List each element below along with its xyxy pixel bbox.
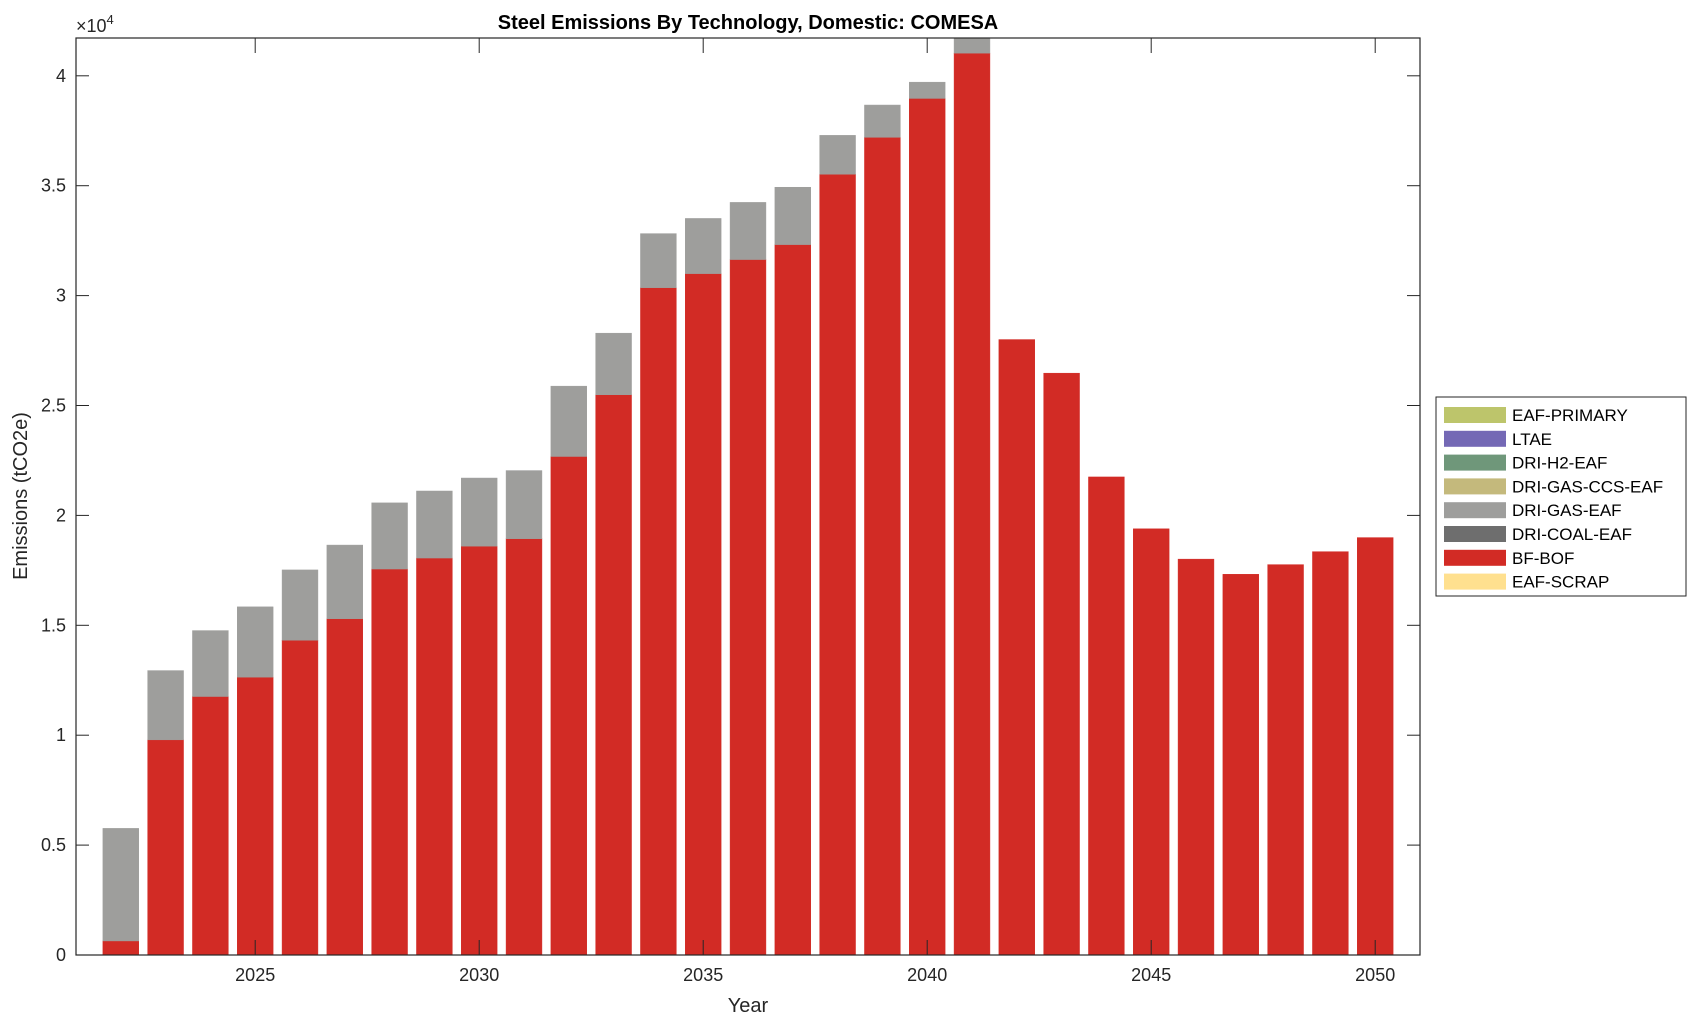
bar-dri-gas-eaf-2041	[953, 38, 991, 54]
bar-dri-gas-eaf-2034	[640, 233, 677, 288]
y-tick-label: 2.5	[41, 396, 66, 416]
bar-bf-bof-2023	[147, 739, 184, 955]
bar-bf-bof-2041	[953, 52, 991, 955]
chart-title: Steel Emissions By Technology, Domestic:…	[498, 12, 998, 34]
legend-swatch-ltae	[1444, 430, 1506, 447]
bar-bf-bof-2046	[1177, 558, 1215, 955]
bar-dri-gas-eaf-2038	[819, 135, 856, 175]
bar-bf-bof-2022	[102, 940, 139, 955]
x-tick-label: 2030	[459, 965, 499, 985]
bar-bf-bof-2045	[1133, 528, 1170, 955]
bar-bf-bof-2027	[326, 618, 363, 955]
bar-bf-bof-2042	[998, 339, 1035, 955]
legend-label-dri-gas-ccs-eaf: DRI-GAS-CCS-EAF	[1512, 477, 1663, 496]
bar-bf-bof-2033	[595, 394, 632, 955]
plot-axes-box	[75, 37, 1421, 956]
y-tick-label: 3.5	[41, 176, 66, 196]
legend-swatch-eaf-scrap	[1444, 573, 1506, 590]
bar-bf-bof-2050	[1357, 537, 1394, 955]
x-axis-label: Year	[728, 995, 769, 1017]
bar-bf-bof-2044	[1088, 476, 1125, 955]
legend-swatch-dri-gas-eaf	[1444, 502, 1506, 519]
x-tick-label: 2050	[1355, 965, 1395, 985]
bar-bf-bof-2035	[685, 273, 722, 955]
x-tick-label: 2035	[683, 965, 723, 985]
bar-bf-bof-2029	[416, 557, 453, 955]
y-tick-label: 0.5	[41, 835, 66, 855]
bar-dri-gas-eaf-2033	[595, 332, 632, 395]
y-tick-label: 3	[56, 286, 66, 306]
bar-bf-bof-2031	[505, 538, 543, 955]
bar-dri-gas-eaf-2035	[685, 218, 722, 274]
bar-dri-gas-eaf-2037	[774, 186, 811, 245]
y-axis-label: Emissions (tCO2e)	[10, 412, 32, 580]
bar-dri-gas-eaf-2027	[326, 544, 363, 619]
y-tick-label: 1.5	[41, 615, 66, 635]
bar-bf-bof-2030	[461, 545, 498, 955]
bar-dri-gas-eaf-2023	[147, 670, 184, 741]
legend-label-eaf-scrap: EAF-SCRAP	[1512, 573, 1609, 592]
bar-dri-gas-eaf-2026	[281, 569, 319, 641]
bar-bf-bof-2037	[774, 244, 811, 955]
y-exponent-label: ×104	[76, 12, 114, 36]
bar-bf-bof-2040	[909, 98, 946, 955]
axis-ticks: 2025 2030 2035 2040 2045 2050 0 0.5 1 1.5 2 2.5 3 3.5…	[41, 38, 1420, 985]
legend-label-eaf-primary: EAF-PRIMARY	[1512, 406, 1628, 425]
x-tick-label: 2040	[907, 965, 947, 985]
bar-bf-bof-2043	[1043, 372, 1080, 955]
bar-bf-bof-2048	[1267, 564, 1304, 955]
bar-dri-gas-eaf-2025	[237, 606, 274, 678]
y-tick-label: 4	[56, 66, 66, 86]
legend-label-dri-gas-eaf: DRI-GAS-EAF	[1512, 501, 1622, 520]
bar-dri-gas-eaf-2039	[864, 104, 901, 138]
bar-dri-gas-eaf-2032	[550, 385, 587, 457]
bar-dri-gas-eaf-2030	[461, 477, 498, 547]
bar-bf-bof-2024	[192, 696, 229, 955]
y-tick-label: 0	[56, 945, 66, 965]
bar-bf-bof-2036	[729, 259, 767, 955]
x-tick-label: 2045	[1131, 965, 1171, 985]
y-tick-label: 2	[56, 505, 66, 525]
legend-label-dri-coal-eaf: DRI-COAL-EAF	[1512, 525, 1632, 544]
bars-group	[102, 38, 1394, 955]
legend-label-ltae: LTAE	[1512, 430, 1552, 449]
legend-swatch-dri-coal-eaf	[1444, 526, 1506, 542]
bar-bf-bof-2047	[1222, 574, 1259, 955]
bar-bf-bof-2025	[237, 676, 274, 955]
legend: EAF-PRIMARY LTAE DRI-H2-EAF DRI-GAS-CCS-EAF…	[1435, 396, 1687, 597]
bar-bf-bof-2034	[640, 287, 677, 955]
legend-swatch-eaf-primary	[1444, 407, 1506, 423]
bar-dri-gas-eaf-2036	[729, 202, 767, 260]
bar-dri-gas-eaf-2028	[371, 502, 408, 570]
legend-swatch-bf-bof	[1444, 549, 1506, 566]
bar-dri-gas-eaf-2040	[909, 81, 946, 99]
bar-dri-gas-eaf-2031	[505, 470, 543, 539]
x-tick-label: 2025	[235, 965, 275, 985]
bar-dri-gas-eaf-2024	[192, 630, 229, 697]
bar-dri-gas-eaf-2029	[416, 490, 453, 559]
legend-swatch-dri-gas-ccs-eaf	[1444, 478, 1506, 495]
bar-bf-bof-2026	[281, 639, 319, 955]
bar-dri-gas-eaf-2022	[102, 828, 139, 942]
bar-bf-bof-2032	[550, 456, 587, 955]
bar-bf-bof-2038	[819, 174, 856, 955]
bar-bf-bof-2049	[1312, 551, 1349, 955]
legend-label-bf-bof: BF-BOF	[1512, 549, 1574, 568]
legend-swatch-dri-h2-eaf	[1444, 454, 1506, 471]
bar-bf-bof-2028	[371, 568, 408, 955]
y-tick-label: 1	[56, 725, 66, 745]
bar-bf-bof-2039	[864, 137, 901, 955]
legend-label-dri-h2-eaf: DRI-H2-EAF	[1512, 454, 1607, 473]
